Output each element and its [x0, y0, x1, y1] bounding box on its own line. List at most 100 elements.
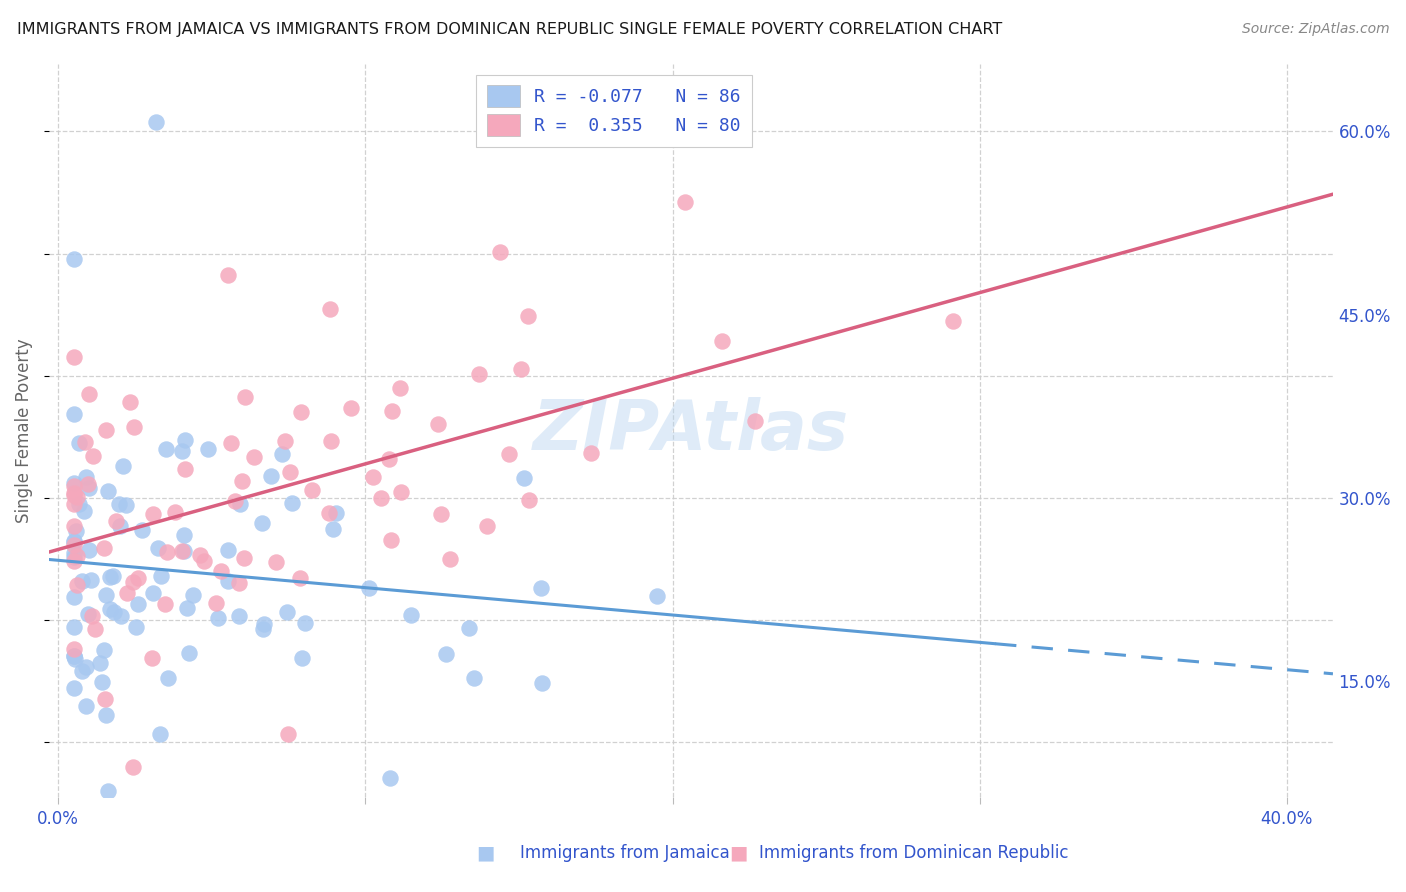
Point — [361, 470, 384, 484]
Point — [388, 381, 411, 395]
Point — [80, 573, 103, 587]
Point — [274, 434, 297, 448]
Point — [318, 506, 340, 520]
Point — [172, 444, 194, 458]
Point — [62, 620, 84, 634]
Point — [174, 433, 197, 447]
Point — [108, 497, 131, 511]
Point — [517, 309, 540, 323]
Point — [252, 622, 274, 636]
Point — [115, 498, 138, 512]
Point — [217, 542, 239, 557]
Point — [276, 605, 298, 619]
Point — [125, 619, 148, 633]
Point — [233, 551, 256, 566]
Point — [93, 642, 115, 657]
Point — [62, 488, 84, 502]
Point — [219, 436, 242, 450]
Point — [229, 497, 252, 511]
Point — [513, 471, 536, 485]
Point — [710, 334, 733, 349]
Point — [319, 434, 342, 448]
Point — [177, 646, 200, 660]
Point — [278, 465, 301, 479]
Point — [155, 442, 177, 457]
Point — [427, 417, 450, 431]
Point — [156, 545, 179, 559]
Point — [250, 516, 273, 530]
Point — [62, 648, 84, 663]
Point — [673, 194, 696, 209]
Text: Immigrants from Dominican Republic: Immigrants from Dominican Republic — [759, 844, 1069, 862]
Point — [531, 676, 554, 690]
Text: Immigrants from Jamaica: Immigrants from Jamaica — [520, 844, 730, 862]
Point — [62, 518, 84, 533]
Point — [131, 523, 153, 537]
Point — [146, 541, 169, 556]
Point — [65, 524, 87, 539]
Text: Source: ZipAtlas.com: Source: ZipAtlas.com — [1241, 22, 1389, 37]
Point — [110, 608, 132, 623]
Point — [97, 483, 120, 498]
Point — [122, 574, 145, 589]
Point — [82, 450, 104, 464]
Point — [153, 597, 176, 611]
Point — [94, 707, 117, 722]
Point — [77, 543, 100, 558]
Point — [142, 586, 165, 600]
Point — [463, 671, 485, 685]
Point — [434, 647, 457, 661]
Point — [122, 419, 145, 434]
Point — [94, 423, 117, 437]
Point — [253, 616, 276, 631]
Point — [89, 656, 111, 670]
Point — [489, 244, 512, 259]
Point — [380, 533, 402, 547]
Point — [277, 727, 299, 741]
Point — [290, 405, 312, 419]
Point — [458, 621, 481, 635]
Point — [260, 468, 283, 483]
Point — [62, 681, 84, 695]
Point — [118, 395, 141, 409]
Point — [77, 387, 100, 401]
Point — [301, 483, 323, 498]
Point — [75, 699, 97, 714]
Point — [645, 589, 668, 603]
Point — [941, 314, 963, 328]
Point — [176, 601, 198, 615]
Point — [325, 506, 347, 520]
Y-axis label: Single Female Poverty: Single Female Poverty — [15, 338, 32, 523]
Point — [75, 659, 97, 673]
Point — [231, 474, 253, 488]
Point — [66, 490, 89, 504]
Point — [103, 605, 125, 619]
Point — [141, 650, 163, 665]
Point — [62, 554, 84, 568]
Point — [294, 615, 316, 630]
Point — [62, 497, 84, 511]
Point — [228, 576, 250, 591]
Point — [271, 447, 294, 461]
Point — [62, 538, 84, 552]
Point — [209, 564, 232, 578]
Point — [62, 252, 84, 266]
Point — [430, 507, 453, 521]
Point — [67, 435, 90, 450]
Point — [77, 476, 100, 491]
Point — [75, 470, 97, 484]
Point — [115, 586, 138, 600]
Point — [101, 569, 124, 583]
Point — [381, 403, 404, 417]
Point — [205, 595, 228, 609]
Point — [73, 504, 96, 518]
Point — [77, 607, 100, 621]
Point — [233, 390, 256, 404]
Point — [173, 544, 195, 558]
Point — [142, 507, 165, 521]
Point — [439, 552, 461, 566]
Point — [340, 401, 363, 416]
Point — [75, 435, 97, 450]
Text: ■: ■ — [728, 843, 748, 862]
Point — [498, 447, 520, 461]
